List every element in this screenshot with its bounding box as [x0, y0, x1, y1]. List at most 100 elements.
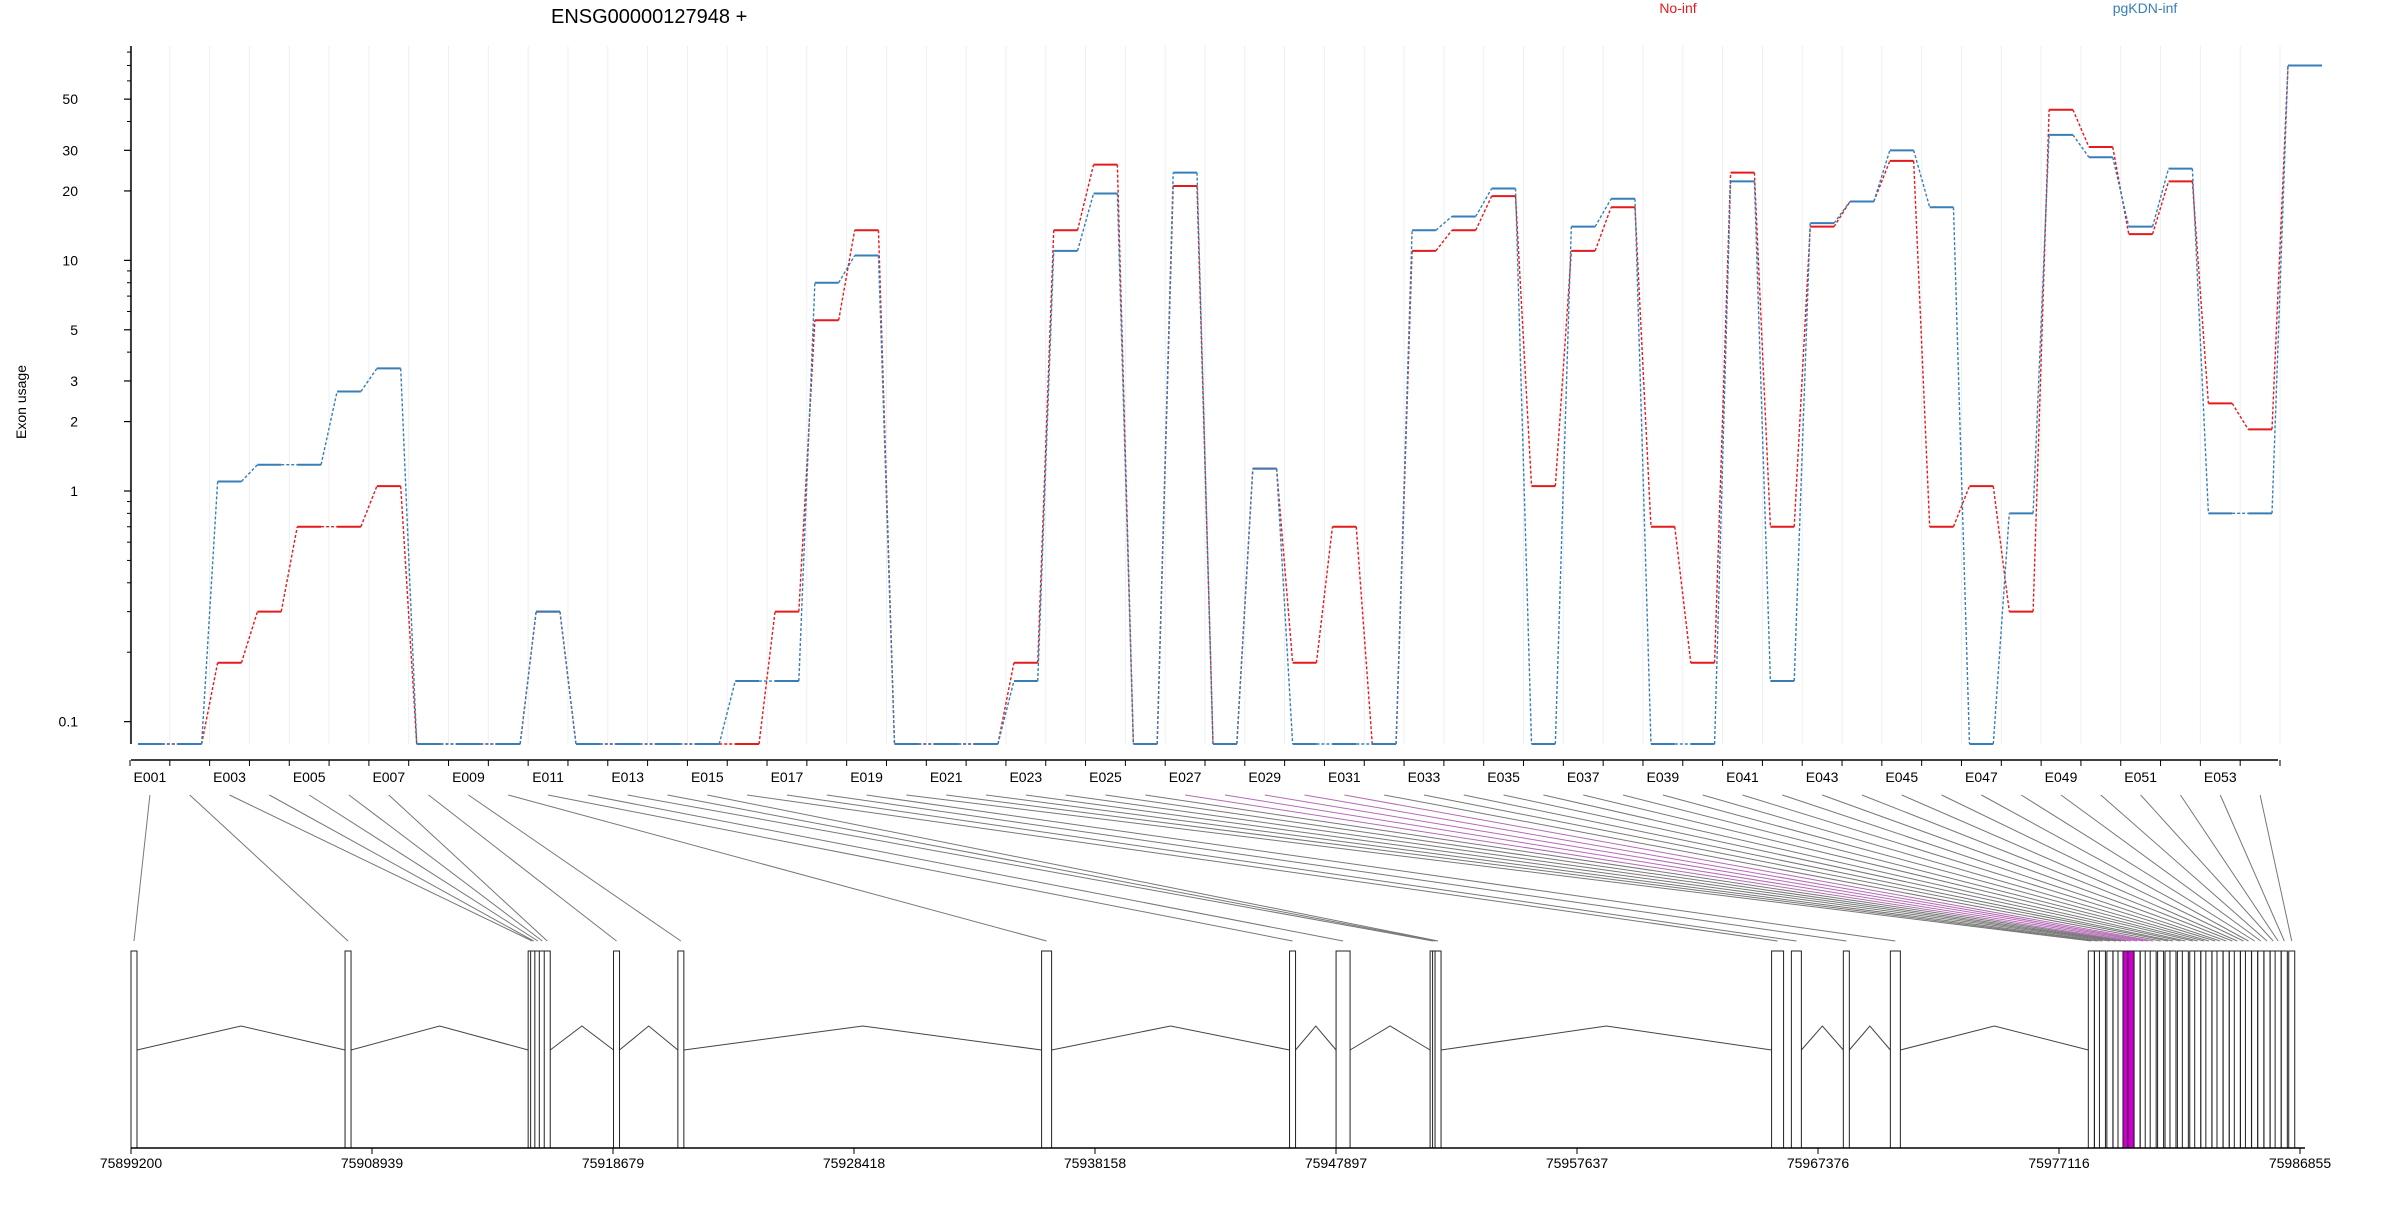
- exon-connector: [308, 794, 539, 942]
- exon-transition: [1076, 164, 1095, 231]
- exon-transition: [1435, 229, 1453, 252]
- exon-connector: [189, 794, 349, 942]
- y-tick-label: 1: [70, 483, 78, 499]
- genomic-tick-label: 75918679: [582, 1155, 645, 1171]
- exon-box: [1889, 950, 1901, 1149]
- exon-transition: [2151, 181, 2170, 235]
- exon-box: [130, 950, 138, 1149]
- exon-connector: [428, 794, 617, 942]
- exon-connector: [1901, 794, 2238, 942]
- exon-connector: [508, 794, 1047, 942]
- exon-transition: [798, 282, 816, 682]
- intron: [1440, 1025, 1772, 1051]
- exon-transition: [1753, 172, 1772, 527]
- x-tick-label: E019: [850, 769, 883, 785]
- exon-transition: [1833, 201, 1851, 224]
- y-axis-label: Exon usage: [13, 365, 29, 439]
- intron: [1349, 1025, 1431, 1051]
- exon-box: [1041, 950, 1053, 1149]
- exon-transition: [1753, 181, 1772, 682]
- x-tick-label: E043: [1806, 769, 1839, 785]
- genomic-tick-label: 75967376: [1787, 1155, 1850, 1171]
- exon-connector: [1344, 794, 2154, 942]
- exon-box: [2157, 950, 2165, 1149]
- exon-transition: [1435, 215, 1453, 231]
- exon-box: [613, 950, 621, 1149]
- exon-transition: [200, 481, 219, 745]
- exon-connector: [2140, 794, 2274, 942]
- exon-box: [2194, 950, 2202, 1149]
- exon-transition: [1196, 172, 1214, 745]
- y-tick-label: 3: [70, 373, 78, 389]
- exon-connector: [826, 794, 1847, 942]
- exon-transition: [2151, 168, 2170, 227]
- exon-transition: [2191, 181, 2210, 404]
- exon-box: [2098, 950, 2106, 1149]
- exon-connector: [747, 794, 1778, 942]
- exon-connector: [667, 794, 1436, 942]
- exon-transition: [1634, 207, 1652, 527]
- exon-transition: [1514, 188, 1533, 745]
- exon-box: [2222, 950, 2230, 1149]
- exon-box: [2263, 950, 2271, 1149]
- exon-transition: [1793, 226, 1811, 527]
- legend-label-no-inf: No-inf: [1659, 0, 1696, 16]
- exon-transition: [1116, 193, 1135, 745]
- exon-connector: [587, 794, 1344, 942]
- exon-box: [1289, 950, 1297, 1149]
- exon-connector: [468, 794, 682, 942]
- exon-box: [2127, 950, 2135, 1149]
- x-tick-label: E049: [2045, 769, 2078, 785]
- y-tick-label: 20: [62, 183, 78, 199]
- exon-box: [677, 950, 685, 1149]
- exon-transition: [400, 486, 418, 745]
- exon-box: [2106, 950, 2114, 1149]
- exon-transition: [1037, 250, 1055, 682]
- intron: [1295, 1025, 1337, 1051]
- x-tick-label: E035: [1487, 769, 1520, 785]
- exon-box: [1790, 950, 1802, 1149]
- exon-connector: [1941, 794, 2244, 942]
- x-tick-label: E011: [532, 769, 564, 785]
- exon-connector: [1702, 794, 2209, 942]
- exon-transition: [2112, 157, 2130, 227]
- exon-box: [543, 950, 551, 1149]
- exon-connector: [547, 794, 1293, 942]
- exon-transition: [1156, 172, 1174, 745]
- exon-connector: [1224, 794, 2138, 942]
- exon-transition: [1554, 250, 1573, 487]
- exon-connector: [1463, 794, 2174, 942]
- exon-box: [1771, 950, 1785, 1149]
- exon-box: [2169, 950, 2177, 1149]
- exon-transition: [320, 391, 338, 465]
- y-tick-label: 50: [62, 91, 78, 107]
- genomic-tick-label: 75986855: [2269, 1155, 2332, 1171]
- exon-transition: [2231, 402, 2249, 430]
- x-tick-label: E051: [2124, 769, 2157, 785]
- exon-connector: [906, 794, 2092, 942]
- exon-box: [1335, 950, 1351, 1149]
- exon-connector: [985, 794, 2103, 942]
- genomic-tick-label: 75908939: [341, 1155, 404, 1171]
- exon-transition: [1236, 468, 1254, 745]
- exon-transition: [240, 464, 258, 482]
- exon-transition: [519, 611, 537, 745]
- x-tick-label: E033: [1408, 769, 1441, 785]
- intron: [549, 1025, 614, 1051]
- x-tick-label: E007: [372, 769, 405, 785]
- exon-connector: [1742, 794, 2216, 942]
- intron: [136, 1025, 346, 1051]
- x-tick-label: E023: [1009, 769, 1042, 785]
- exon-transition: [2191, 168, 2210, 514]
- genomic-tick-label: 75977116: [2028, 1155, 2089, 1171]
- exon-transition: [718, 680, 736, 745]
- exon-transition: [1873, 150, 1891, 202]
- exon-box: [1434, 950, 1442, 1149]
- intron: [1900, 1025, 2089, 1051]
- exon-box: [2251, 950, 2259, 1149]
- exon-connector: [1503, 794, 2181, 942]
- exon-connector: [786, 794, 1797, 942]
- exon-transition: [1912, 160, 1931, 527]
